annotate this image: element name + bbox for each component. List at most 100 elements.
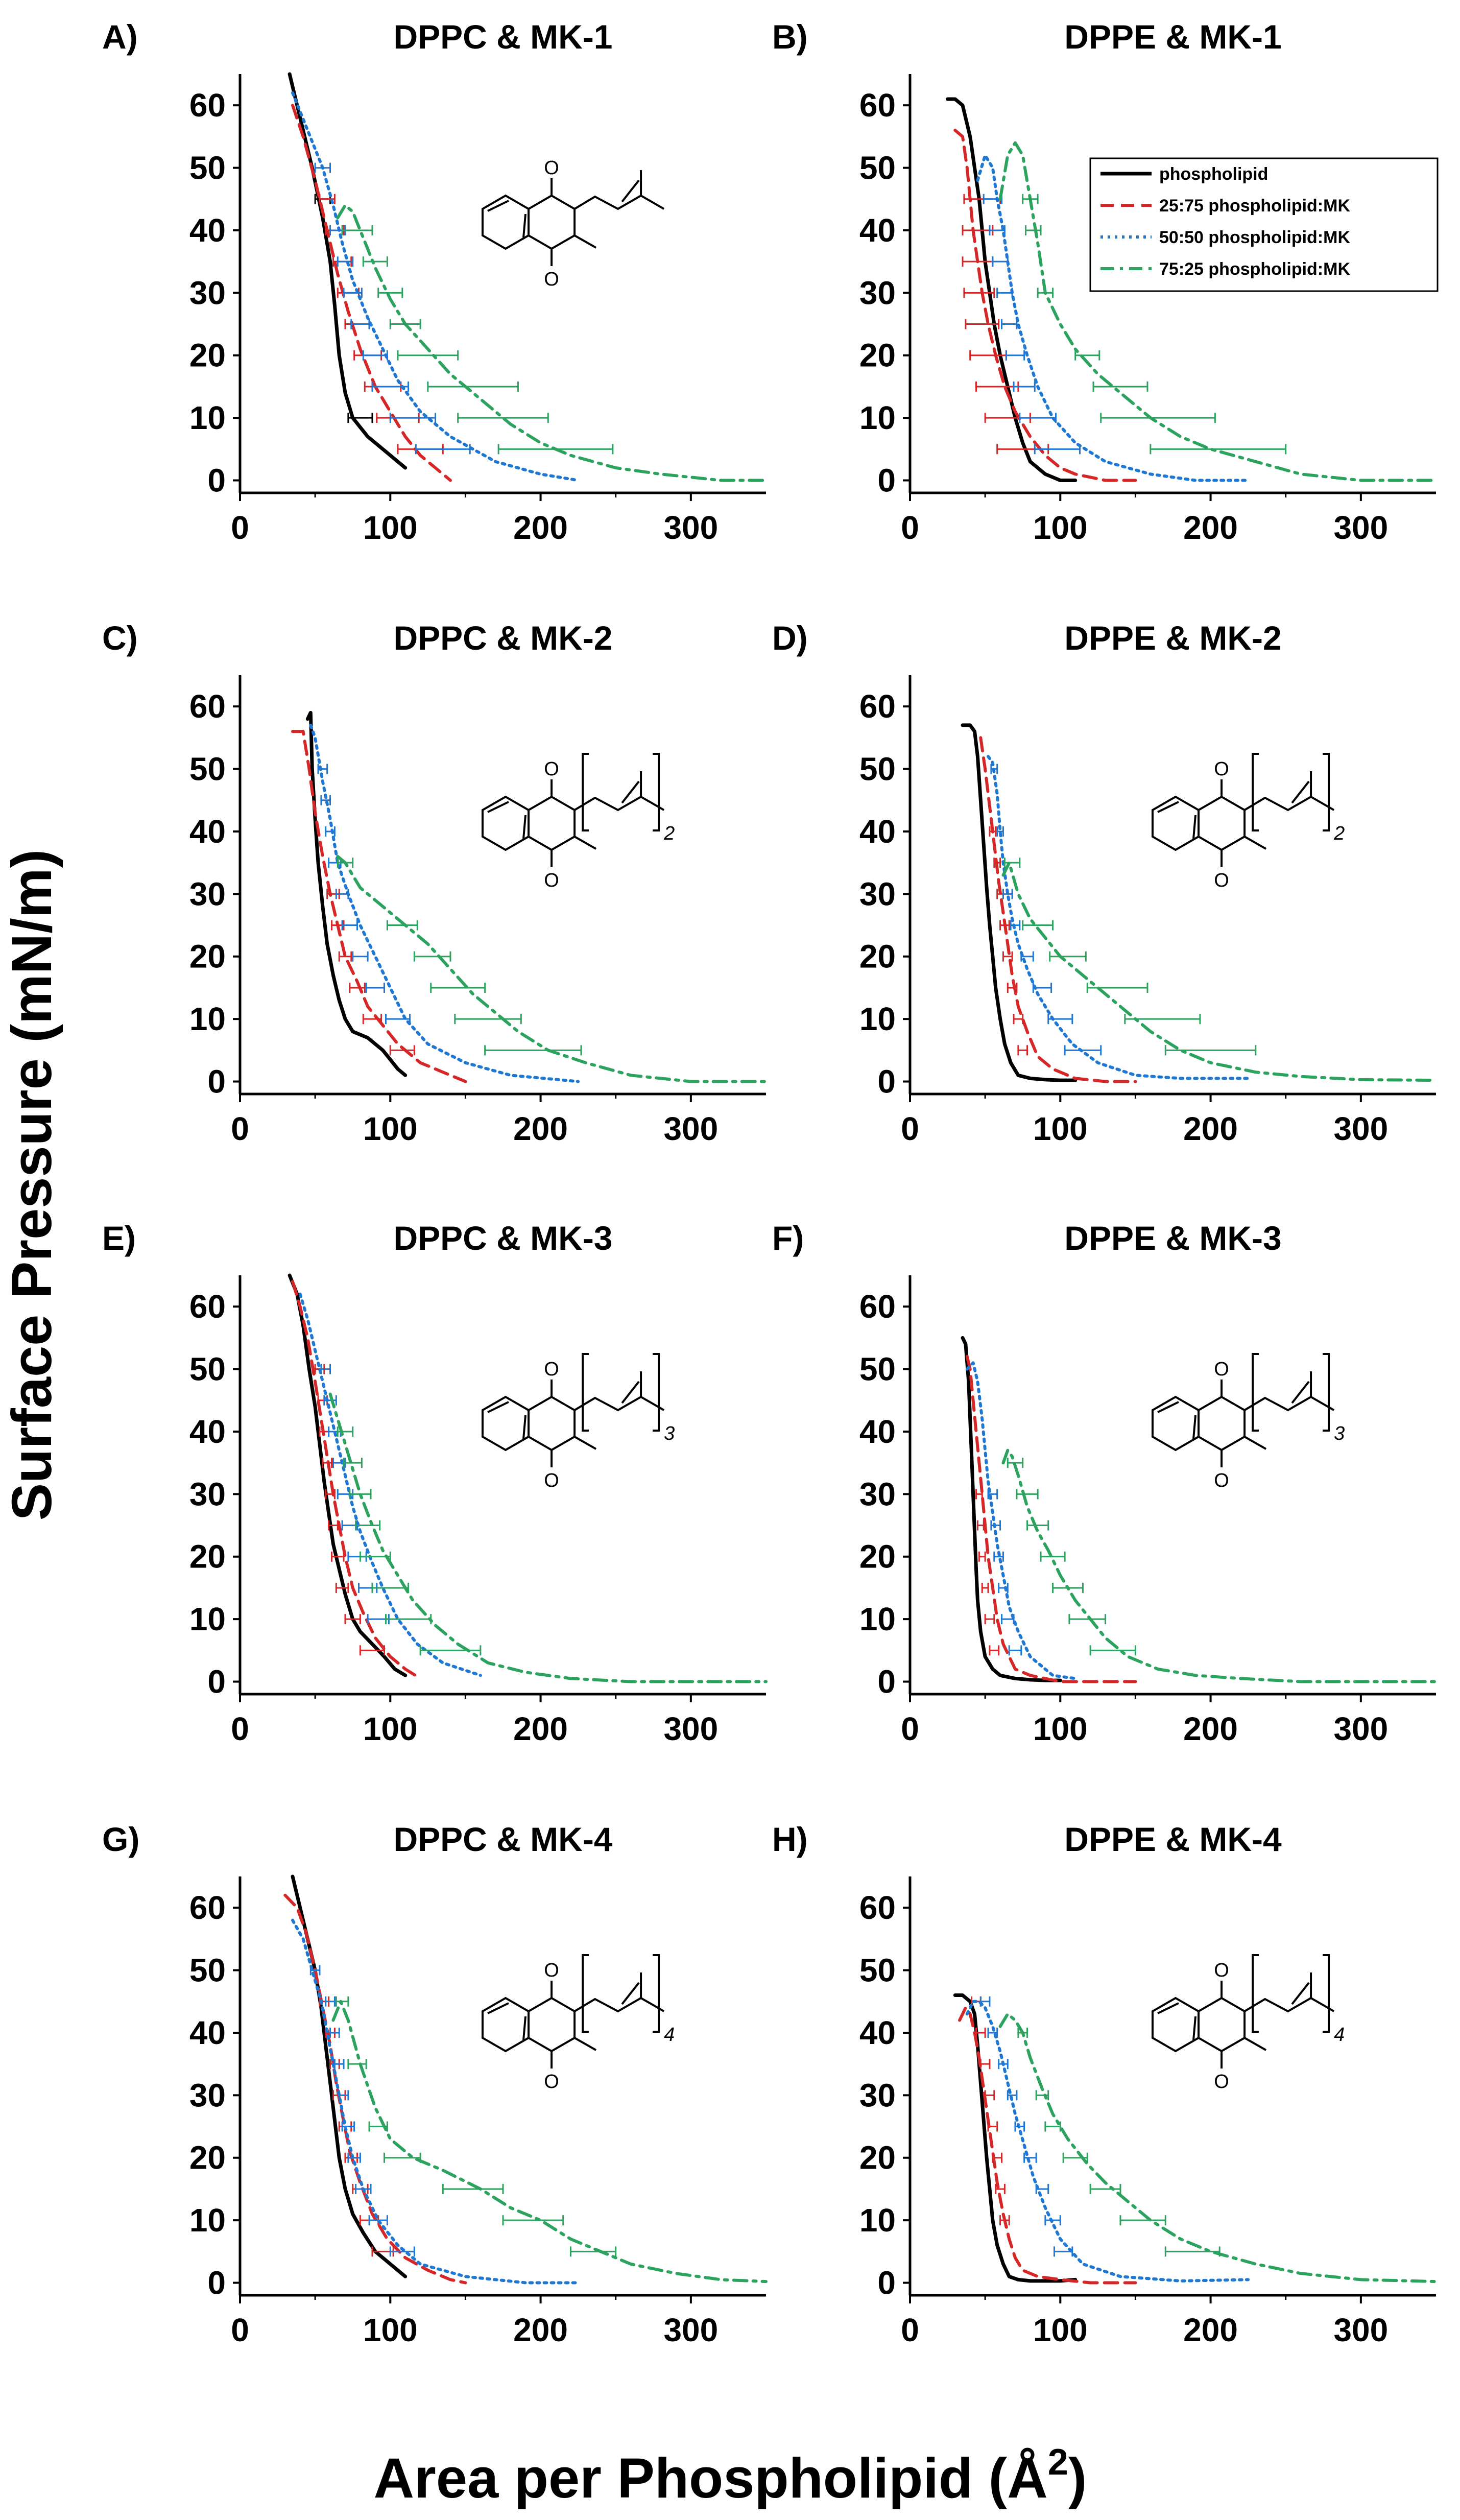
y-tick-label: 10 — [859, 1001, 896, 1037]
series-line — [336, 204, 768, 482]
series-line — [288, 1273, 408, 1677]
isoprene-double-bond — [1291, 1381, 1310, 1404]
series-0 — [953, 1993, 1078, 2283]
quinone-ring — [1198, 795, 1246, 851]
y-tick-label: 0 — [207, 462, 226, 499]
y-tick-label: 50 — [189, 150, 226, 186]
y-tick-label: 30 — [859, 875, 896, 912]
repeat-count: 4 — [1334, 2024, 1345, 2046]
y-tick-label: 10 — [189, 1001, 226, 1037]
series-1 — [965, 1355, 1137, 1683]
panel-label: C) — [102, 619, 138, 657]
series-1 — [291, 730, 467, 1083]
y-tick-label: 0 — [877, 1063, 896, 1100]
series-line — [965, 1361, 1077, 1680]
oxygen-label-bottom: O — [544, 2071, 559, 2093]
x-tick-label: 300 — [663, 1110, 718, 1147]
repeat-count: 2 — [663, 823, 675, 844]
benzene-ring — [481, 1996, 530, 2053]
oxygen-label-top: O — [1214, 1960, 1229, 1981]
panel-label: H) — [772, 1820, 808, 1858]
series-2 — [965, 1361, 1077, 1680]
series-0 — [961, 1336, 1062, 1682]
oxygen-label-bottom: O — [544, 269, 559, 290]
methyl-bond — [574, 234, 597, 249]
molecule-structure: O O 3 — [481, 1353, 675, 1491]
repeat-bracket-left — [1252, 753, 1259, 831]
y-tick-label: 60 — [189, 87, 226, 124]
panel-title: DPPE & MK-4 — [1064, 1820, 1282, 1858]
x-tick-label: 0 — [901, 2312, 919, 2348]
panel-title: DPPC & MK-4 — [393, 1820, 612, 1858]
isoprene-double-bond — [1291, 1982, 1310, 2005]
legend: phospholipid 25:75 phospholipid:MK 50:50 p… — [1089, 157, 1439, 292]
x-axis-title: Area per Phospholipid (Å2) — [374, 2442, 1087, 2510]
y-tick-label: 50 — [189, 751, 226, 788]
methyl-bond — [1244, 1436, 1267, 1450]
y-tick-label: 20 — [859, 337, 896, 374]
x-tick-label: 100 — [1033, 1710, 1088, 1747]
oxygen-label-top: O — [1214, 758, 1229, 780]
y-tick-label: 0 — [207, 1063, 226, 1100]
double-bond — [1192, 2016, 1197, 2040]
series-line — [1001, 1448, 1438, 1683]
double-bond — [522, 2016, 527, 2040]
x-tick-label: 200 — [513, 1710, 568, 1747]
molecule-structure: O O 3 — [1151, 1353, 1345, 1491]
series-line — [987, 755, 1250, 1080]
double-bond — [522, 213, 527, 238]
double-bond — [1157, 1401, 1179, 1413]
chart-panel-e: E) DPPC & MK-3 0 10 20 30 40 50 60 0 100 200 300 O O 3 — [102, 1219, 768, 1747]
series-3 — [336, 204, 768, 482]
series-1 — [283, 1893, 467, 2285]
series-1 — [291, 1280, 422, 1680]
y-tick-label: 10 — [859, 1601, 896, 1637]
series-2 — [298, 1292, 482, 1677]
y-tick-label: 50 — [859, 1351, 896, 1388]
series-line — [336, 854, 768, 1083]
series-line — [291, 730, 467, 1083]
y-tick-label: 60 — [859, 1889, 896, 1926]
y-tick-label: 40 — [189, 1413, 226, 1450]
isoprene-chain — [1244, 1395, 1335, 1412]
series-2 — [965, 1996, 1250, 2283]
x-tick-label: 0 — [901, 1710, 919, 1747]
y-tick-label: 0 — [877, 2265, 896, 2301]
x-tick-label: 0 — [231, 509, 249, 546]
y-tick-label: 30 — [859, 274, 896, 311]
double-bond — [1192, 1415, 1197, 1439]
x-tick-label: 300 — [663, 509, 718, 546]
series-line — [958, 2006, 1137, 2285]
x-tick-label: 100 — [363, 509, 418, 546]
y-tick-label: 60 — [859, 87, 896, 124]
y-tick-label: 50 — [189, 1952, 226, 1989]
y-tick-label: 30 — [189, 274, 226, 311]
benzene-ring — [1151, 1395, 1200, 1452]
series-1 — [958, 1996, 1137, 2285]
series-line — [328, 1392, 768, 1683]
series-line — [965, 1355, 1137, 1683]
x-tick-label: 100 — [363, 1710, 418, 1747]
molecule-structure: O O 2 — [1151, 753, 1345, 891]
y-tick-label: 20 — [189, 2139, 226, 2176]
x-tick-label: 100 — [1033, 2312, 1088, 2348]
x-tick-label: 0 — [901, 1110, 919, 1147]
series-line — [283, 1893, 467, 2285]
panel-title: DPPE & MK-1 — [1064, 18, 1281, 56]
series-3 — [331, 1996, 768, 2284]
y-tick-label: 60 — [189, 1288, 226, 1325]
benzene-ring — [481, 795, 530, 851]
double-bond — [522, 815, 527, 839]
x-tick-label: 0 — [231, 1710, 249, 1747]
series-2 — [291, 91, 580, 482]
x-tick-label: 200 — [513, 1110, 568, 1147]
series-line — [305, 710, 408, 1077]
x-tick-label: 0 — [231, 1110, 249, 1147]
panel-label: D) — [772, 619, 808, 657]
oxygen-label-bottom: O — [544, 870, 559, 891]
y-tick-label: 40 — [859, 1413, 896, 1450]
series-line — [961, 1336, 1062, 1682]
series-line — [976, 154, 1250, 482]
